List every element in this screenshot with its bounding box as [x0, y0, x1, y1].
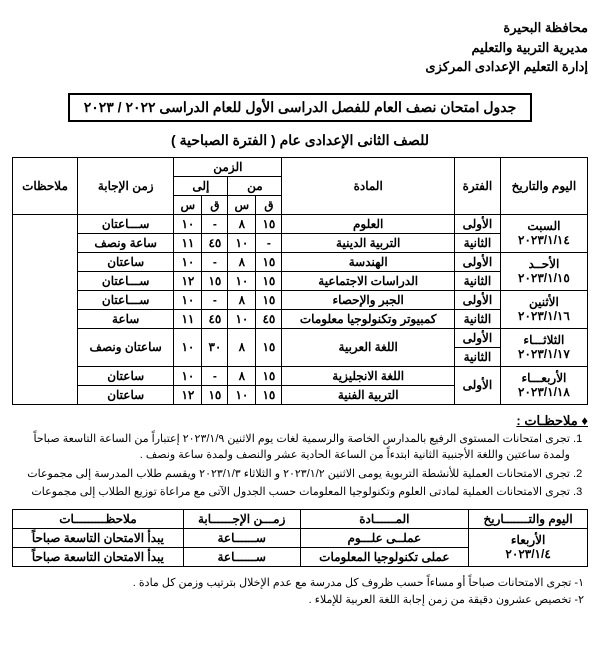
directorate: مديرية التربية والتعليم [12, 38, 588, 58]
table-row: الأربعاء٢٠٢٣/١/٤ عملــى علـــوم ســــــا… [13, 528, 588, 547]
to-h: س [174, 195, 202, 214]
sec-answer-time: زمـــن الإجــــــابة [183, 509, 300, 528]
col-from: من [228, 176, 282, 195]
col-day-date: اليوم والتاريخ [500, 157, 587, 214]
from-h: س [228, 195, 256, 214]
main-schedule-table: اليوم والتاريخ الفترة المادة الزمن زمن ا… [12, 157, 588, 405]
col-to: إلى [174, 176, 228, 195]
from-m: ق [256, 195, 282, 214]
title-wrap: جدول امتحان نصف العام للفصل الدراسى الأو… [12, 87, 588, 132]
table-row: السبت٢٠٢٣/١/١٤ الأولى العلوم ١٥ ٨ - ١٠ س… [13, 214, 588, 233]
bottom-note-item: ٢- تخصيص عشرون دقيقة من زمن إجابة اللغة … [12, 592, 584, 610]
sec-day-date: اليوم والتـــــــاريخ [469, 509, 588, 528]
col-notes: ملاحظات [13, 157, 78, 214]
col-time: الزمن [174, 157, 282, 176]
notes-cell [13, 214, 78, 404]
subtitle: للصف الثانى الإعدادى عام ( الفترة الصباح… [12, 132, 588, 149]
title: جدول امتحان نصف العام للفصل الدراسى الأو… [68, 93, 533, 122]
department: إدارة التعليم الإعدادى المركزى [12, 57, 588, 77]
col-period: الفترة [455, 157, 501, 214]
bottom-note-item: ١- تجرى الامتحانات صباحاً أو مساءاً حسب … [12, 575, 584, 593]
col-subject: المادة [282, 157, 455, 214]
col-answer-time: زمن الإجابة [78, 157, 174, 214]
sec-subject: المــــــادة [300, 509, 469, 528]
to-m: ق [202, 195, 228, 214]
notes-list: تجرى امتحانات المستوى الرفيع بالمدارس ال… [12, 431, 588, 501]
secondary-schedule-table: اليوم والتـــــــاريخ المــــــادة زمـــ… [12, 509, 588, 567]
table-row: الأحــد٢٠٢٣/١/١٥ الأولى الهندسة ١٥ ٨ - ١… [13, 252, 588, 271]
note-item: تجرى امتحانات المستوى الرفيع بالمدارس ال… [12, 431, 570, 464]
sec-notes: ملاحظـــــــــات [13, 509, 184, 528]
governorate: محافظة البحيرة [12, 18, 588, 38]
doc-header: محافظة البحيرة مديرية التربية والتعليم إ… [12, 18, 588, 77]
note-item: تجرى الامتحانات العملية لمادتى العلوم وت… [12, 484, 570, 501]
notes-heading: ♦ ملاحظـات : [12, 413, 588, 429]
table-row: الأثنين٢٠٢٣/١/١٦ الأولى الجبر والإحصاء ١… [13, 290, 588, 309]
note-item: تجرى الامتحانات العملية للأنشطة التربوية… [12, 466, 570, 483]
table-row: الأربعـــاء٢٠٢٣/١/١٨ الأولى اللغة الانجل… [13, 366, 588, 385]
table-row: الثلاثـــاء٢٠٢٣/١/١٧ الأولى اللغة العربي… [13, 328, 588, 347]
bottom-notes: ١- تجرى الامتحانات صباحاً أو مساءاً حسب … [12, 575, 588, 610]
